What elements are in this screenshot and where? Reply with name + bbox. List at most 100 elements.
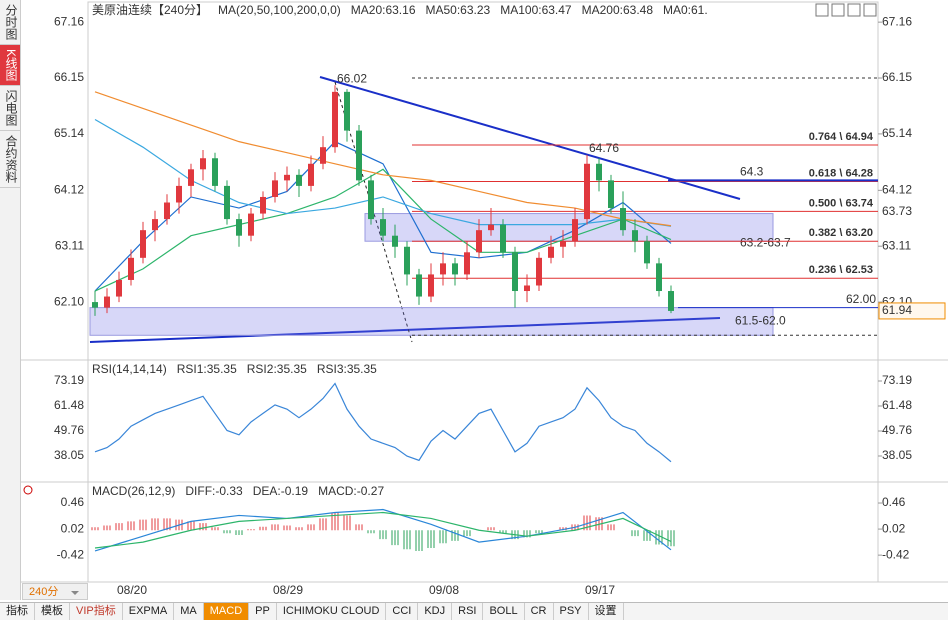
price-tag: 63.73	[882, 204, 912, 218]
y-tick-label-right: 0.02	[882, 521, 906, 535]
fib-label: 0.618 \ 64.28	[809, 167, 873, 179]
candle-body	[116, 279, 122, 297]
peak-label: 66.02	[337, 71, 367, 85]
x-tick-label: 09/08	[429, 583, 459, 597]
toolbar-tab[interactable]: VIP指标	[70, 603, 123, 620]
fib-label: 0.236 \ 62.53	[809, 264, 873, 276]
candle-body	[104, 296, 110, 308]
trendline	[89, 317, 721, 343]
toolbar-tab[interactable]: EXPMA	[123, 603, 175, 620]
candle-body	[596, 163, 602, 181]
y-tick-label: 63.11	[55, 238, 84, 252]
toolbar-tab[interactable]: 设置	[589, 603, 624, 620]
period-select[interactable]: 240分	[22, 583, 88, 600]
legend-label: RSI(14,14,14)	[92, 362, 167, 376]
macd-line	[94, 511, 672, 549]
sidebar: 分时图 K线图 闪电图 合约资料	[0, 0, 21, 600]
candle-body	[284, 174, 290, 181]
candle-body	[260, 196, 266, 214]
x-tick-label: 08/20	[117, 583, 147, 597]
y-tick-label: -0.42	[57, 547, 85, 561]
candle-body	[344, 91, 350, 131]
candle-body	[332, 91, 338, 148]
candle-body	[548, 246, 554, 258]
indicator-toolbar: 指标 模板 VIP指标 EXPMA MA MACD PP ICHIMOKU CLOUD CCI K…	[0, 602, 948, 620]
y-tick-label: 0.02	[61, 521, 85, 535]
toolbar-icons[interactable]	[815, 3, 877, 17]
price-tag-box	[878, 302, 946, 320]
toolbar-tab[interactable]: MA	[174, 603, 204, 620]
candle-body	[452, 263, 458, 275]
zone	[89, 307, 774, 336]
toolbar-tab[interactable]: RSI	[452, 603, 484, 620]
candle-body	[632, 230, 638, 242]
candle-body	[464, 252, 470, 275]
icon[interactable]	[831, 3, 845, 17]
candle-body	[140, 230, 146, 258]
y-tick-label-right: 66.15	[882, 70, 912, 84]
settings-icon[interactable]	[23, 485, 33, 495]
peak-label: 64.76	[589, 141, 619, 155]
y-tick-label-right: 38.05	[882, 448, 912, 462]
candle-body	[500, 224, 506, 253]
price-tag: 61.94	[882, 303, 912, 317]
legend-label: MA100:63.47	[500, 3, 572, 17]
legend-label: DIFF:-0.33	[185, 484, 243, 498]
legend-label: MA20:63.16	[351, 3, 416, 17]
y-tick-label-right: 61.48	[882, 398, 912, 412]
toolbar-tab[interactable]: BOLL	[483, 603, 525, 620]
icon[interactable]	[815, 3, 829, 17]
y-tick-label-right: 0.46	[882, 495, 906, 509]
icon[interactable]	[863, 3, 877, 17]
candle-body	[308, 163, 314, 186]
y-tick-label-right: 65.14	[882, 126, 912, 140]
candle-body	[608, 180, 614, 209]
y-tick-label-right: 64.12	[882, 183, 912, 197]
legend-label: MA200:63.48	[582, 3, 654, 17]
candle-body	[152, 219, 158, 231]
zone-label: 61.5-62.0	[735, 313, 786, 327]
fib-label: 0.764 \ 64.94	[809, 131, 874, 143]
legend-label: MA50:63.23	[426, 3, 491, 17]
toolbar-tab[interactable]: KDJ	[418, 603, 453, 620]
side-tab[interactable]: 分时图	[0, 0, 20, 45]
toolbar-tab[interactable]: CR	[525, 603, 554, 620]
toolbar-tab[interactable]: CCI	[386, 603, 419, 620]
fib-label: 0.382 \ 63.20	[809, 227, 873, 239]
y-tick-label: 61.48	[54, 398, 84, 412]
legend-label: MA(20,50,100,200,0,0)	[218, 3, 341, 17]
candle-body	[92, 302, 98, 308]
rsi-line	[94, 382, 672, 463]
side-tab[interactable]: 闪电图	[0, 86, 20, 132]
level-label: 64.3	[740, 165, 764, 179]
y-tick-label: 0.46	[61, 495, 85, 509]
toolbar-tab[interactable]: PSY	[554, 603, 589, 620]
candle-body	[416, 274, 422, 297]
candle-body	[356, 130, 362, 181]
candle-body	[200, 158, 206, 170]
toolbar-tab[interactable]: 指标	[0, 603, 35, 620]
candle-body	[380, 219, 386, 236]
side-tab[interactable]: 合约资料	[0, 131, 20, 189]
zone-label: 63.2-63.7	[740, 236, 791, 250]
legend-label: MACD(26,12,9)	[92, 484, 175, 498]
toolbar-tab[interactable]: ICHIMOKU CLOUD	[277, 603, 387, 620]
candle-body	[536, 257, 542, 286]
icon[interactable]	[847, 3, 861, 17]
candle-body	[404, 246, 410, 275]
toolbar-tab[interactable]: PP	[249, 603, 277, 620]
toolbar-tab[interactable]: 模板	[35, 603, 70, 620]
x-tick-label: 08/29	[273, 583, 303, 597]
legend-label: MACD:-0.27	[318, 484, 384, 498]
candle-body	[188, 169, 194, 186]
candle-body	[272, 180, 278, 197]
candle-body	[524, 285, 530, 292]
side-tab[interactable]: K线图	[0, 45, 20, 87]
y-tick-label: 49.76	[54, 423, 84, 437]
y-tick-label: 73.19	[54, 373, 84, 387]
legend-label: RSI2:35.35	[247, 362, 307, 376]
toolbar-tab[interactable]: MACD	[203, 603, 250, 620]
legend-label: RSI1:35.35	[177, 362, 237, 376]
candle-body	[212, 158, 218, 186]
zone	[364, 213, 774, 242]
